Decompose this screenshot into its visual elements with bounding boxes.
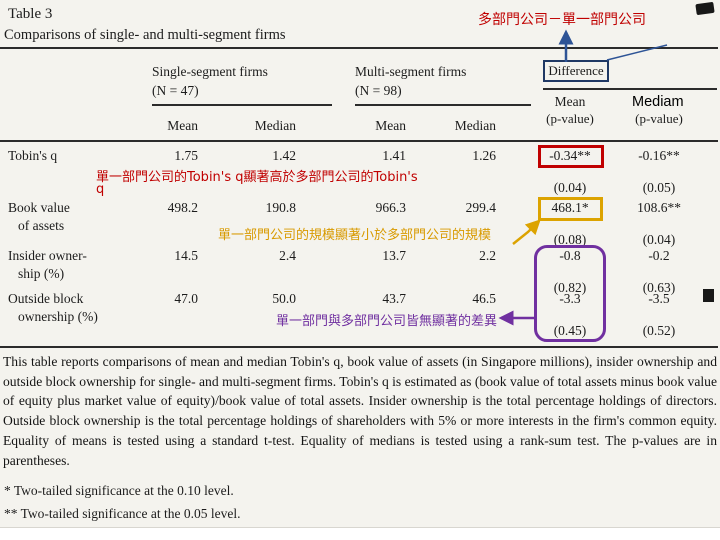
cell-single-median: 1.42: [272, 148, 296, 163]
cell-diff-median-pvalue: (0.52): [642, 323, 676, 338]
highlight-box-ownership-diff: [534, 245, 606, 342]
row-label: Insider owner-: [8, 248, 87, 263]
subheader-multi-median: Median: [454, 118, 496, 133]
table-rule-group1: [152, 104, 332, 106]
diff-mean-header: Mean: [554, 94, 586, 109]
cell-diff-median-pvalue: (0.04): [642, 232, 676, 247]
cell-multi-mean: 1.41: [382, 148, 406, 163]
footnote-005-level: ** Two-tailed significance at the 0.05 l…: [4, 506, 241, 521]
annotation-tobins-line1: 單一部門公司的Tobin's q顯著高於多部門公司的Tobin's: [96, 170, 418, 185]
table-note-paragraph: This table reports comparisons of mean a…: [3, 354, 717, 468]
cell-diff-mean: -3.3: [559, 291, 581, 306]
table-title: Comparisons of single- and multi-segment…: [4, 27, 286, 43]
row-label-line2: of assets: [18, 218, 65, 233]
cell-diff-mean: -0.8: [559, 248, 581, 263]
diff-mean-pvalue-header: (p-value): [546, 111, 594, 126]
cell-diff-median: -0.2: [648, 248, 670, 263]
group-multi-n: (N = 98): [355, 83, 402, 98]
annotation-size: 單一部門公司的規模顯著小於多部門公司的規模: [218, 228, 492, 243]
row-label-line2: ship (%): [18, 266, 65, 281]
cell-single-median: 2.4: [279, 248, 296, 263]
cell-single-mean: 498.2: [167, 200, 198, 215]
highlight-box-size-diff: [538, 197, 603, 221]
mediam-annotation: Mediam: [632, 94, 684, 110]
cell-diff-median-pvalue: (0.05): [642, 180, 676, 195]
cell-diff-mean-pvalue: (0.04): [553, 180, 587, 195]
cell-multi-median: 1.26: [472, 148, 496, 163]
cell-diff-median-pvalue: (0.63): [642, 280, 676, 295]
annotation-difference-formula: 多部門公司－單一部門公司: [478, 12, 646, 28]
subheader-single-mean: Mean: [167, 118, 198, 133]
table-rule-bottom: [0, 346, 718, 348]
cell-diff-median: 108.6**: [637, 200, 681, 215]
cell-diff-mean-pvalue: (0.45): [553, 323, 587, 338]
row-label-line2: ownership (%): [18, 309, 98, 324]
row-label: Book value: [8, 200, 70, 215]
table-rule-diff: [543, 88, 717, 90]
highlight-box-tobins-diff: [538, 145, 604, 168]
subheader-multi-mean: Mean: [375, 118, 406, 133]
table-rule-group2: [355, 104, 531, 106]
scan-artifact: [703, 289, 714, 302]
group-multi-label: Multi-segment firms: [355, 64, 467, 79]
table-rule-top: [0, 47, 718, 49]
table-rule-mid: [0, 140, 718, 142]
cell-diff-mean: 468.1*: [551, 200, 589, 215]
cell-multi-median: 299.4: [465, 200, 496, 215]
cell-diff-mean: -0.34**: [549, 148, 591, 163]
cell-single-median: 190.8: [265, 200, 296, 215]
cell-single-mean: 14.5: [174, 248, 198, 263]
footnote-010-level: * Two-tailed significance at the 0.10 le…: [4, 483, 234, 498]
diff-median-pvalue-header: (p-value): [635, 111, 683, 126]
cell-single-mean: 47.0: [174, 291, 198, 306]
cell-diff-median: -0.16**: [638, 148, 680, 163]
annotation-ownership: 單一部門與多部門公司皆無顯著的差異: [276, 314, 498, 329]
cell-multi-median: 2.2: [479, 248, 496, 263]
cell-multi-median: 46.5: [472, 291, 496, 306]
cell-multi-mean: 43.7: [382, 291, 406, 306]
group-single-label: Single-segment firms: [152, 64, 268, 79]
group-single-n: (N = 47): [152, 83, 199, 98]
row-label: Tobin's q: [8, 148, 58, 163]
subheader-single-median: Median: [254, 118, 296, 133]
cell-diff-mean-pvalue: (0.08): [553, 232, 587, 247]
cell-diff-mean-pvalue: (0.82): [553, 280, 587, 295]
difference-header-box: Difference: [543, 60, 609, 82]
row-label: Outside block: [8, 291, 84, 306]
cell-single-mean: 1.75: [174, 148, 198, 163]
table-label: Table 3: [8, 6, 53, 22]
cell-multi-mean: 966.3: [375, 200, 406, 215]
cell-diff-median: -3.5: [648, 291, 670, 306]
cell-single-median: 50.0: [272, 291, 296, 306]
cell-multi-mean: 13.7: [382, 248, 406, 263]
annotation-tobins-line2: q: [96, 182, 105, 197]
